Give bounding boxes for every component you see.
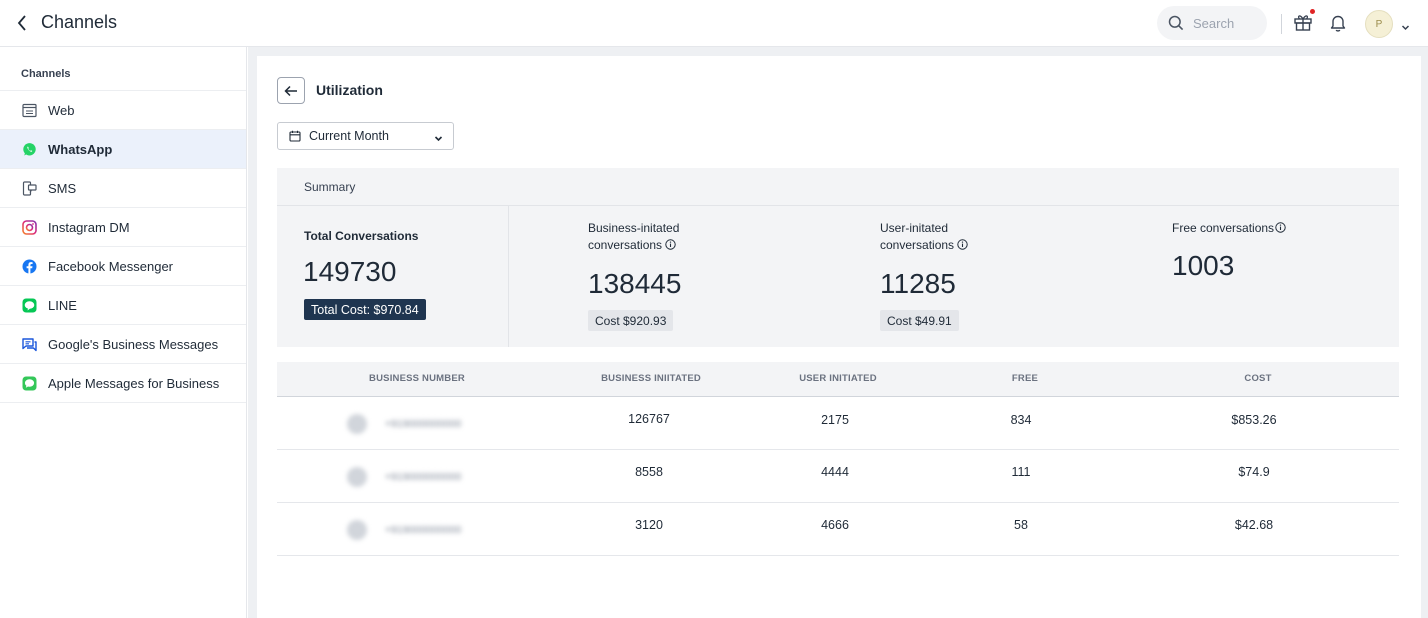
line-icon [22, 298, 37, 313]
sidebar-item-apple-messages[interactable]: Apple Messages for Business [0, 364, 246, 403]
sidebar-item-label: Apple Messages for Business [48, 375, 220, 391]
total-cost-badge: Total Cost: $970.84 [304, 299, 426, 320]
avatar[interactable]: P [1365, 10, 1393, 38]
sidebar-item-label: LINE [48, 297, 77, 313]
chevron-down-icon[interactable] [1401, 19, 1410, 31]
free-cell: 58 [1014, 518, 1028, 532]
summary-card: Summary Total Conversations 149730 Total… [277, 168, 1399, 347]
period-select[interactable]: Current Month [277, 122, 454, 150]
table-row: +919000000000 3120 4666 58 $42.68 [277, 503, 1399, 556]
info-icon[interactable] [1275, 221, 1286, 233]
search-placeholder: Search [1193, 15, 1235, 31]
sidebar-item-label: Instagram DM [48, 219, 130, 235]
column-header-user-initiated[interactable]: USER INITIATED [799, 373, 877, 384]
free-conversations-label: Free conversations [1172, 220, 1286, 237]
sidebar-heading: Channels [21, 68, 71, 80]
free-cell: 111 [1011, 465, 1031, 479]
user-initiated-cost: Cost $49.91 [880, 310, 959, 331]
avatar [347, 520, 367, 540]
sidebar-item-label: Google's Business Messages [48, 336, 219, 352]
sidebar-item-whatsapp[interactable]: WhatsApp [0, 130, 246, 169]
business-initiated-label-line1: Business-initated [588, 221, 680, 235]
cost-cell: $853.26 [1231, 413, 1277, 427]
info-icon[interactable] [957, 238, 968, 250]
column-header-cost[interactable]: COST [1244, 373, 1272, 384]
table-row: +919000000000 8558 4444 111 $74.9 [277, 450, 1399, 503]
user-initiated-label: User-initated conversations [880, 220, 968, 254]
total-conversations-label: Total Conversations [304, 229, 419, 243]
user-initiated-label-line2: conversations [880, 238, 955, 252]
cost-cell: $74.9 [1238, 465, 1270, 479]
apple-messages-icon [22, 376, 37, 391]
user-initiated-label-line1: User-initated [880, 221, 949, 235]
whatsapp-icon [22, 142, 37, 157]
google-business-messages-icon [22, 337, 37, 352]
sms-icon [22, 180, 37, 196]
search-icon [1168, 14, 1186, 32]
search-box[interactable]: Search [1157, 6, 1267, 40]
sidebar-item-google-business-messages[interactable]: Google's Business Messages [0, 325, 246, 364]
user-initiated-cell: 4666 [821, 518, 849, 532]
sidebar-item-label: WhatsApp [48, 141, 113, 157]
cost-cell: $42.68 [1234, 518, 1274, 532]
gift-icon[interactable] [1293, 12, 1313, 32]
sidebar-item-web[interactable]: Web [0, 91, 246, 130]
back-chevron-icon[interactable] [12, 12, 32, 34]
business-initiated-cell: 126767 [628, 412, 670, 426]
avatar [347, 467, 367, 487]
business-number-cell: +919000000000 [347, 464, 497, 490]
business-initiated-cost: Cost $920.93 [588, 310, 674, 331]
column-header-business-initiated[interactable]: BUSINESS INIITATED [601, 373, 701, 384]
sidebar-item-label: Facebook Messenger [48, 258, 174, 274]
table-header: BUSINESS NUMBER BUSINESS INIITATED USER … [277, 362, 1399, 397]
chevron-down-icon [434, 132, 443, 142]
sidebar-item-instagram-dm[interactable]: Instagram DM [0, 208, 246, 247]
period-select-value: Current Month [309, 129, 389, 143]
summary-header: Summary [277, 168, 1399, 206]
sidebar: Channels Web WhatsApp SMS Instagram DM [0, 47, 247, 618]
facebook-icon [22, 259, 37, 274]
column-header-free[interactable]: FREE [1011, 373, 1039, 384]
calendar-icon [289, 130, 301, 142]
free-conversations-value: 1003 [1172, 250, 1235, 281]
user-initiated-cell: 4444 [821, 465, 849, 479]
summary-title: Summary [304, 180, 356, 194]
section-title: Utilization [316, 82, 383, 98]
free-cell: 834 [1010, 413, 1032, 427]
business-number-cell: +919000000000 [347, 517, 497, 543]
arrow-left-icon [284, 85, 297, 96]
business-initiated-label: Business-initated conversations [588, 220, 679, 254]
user-initiated-value: 11285 [880, 268, 956, 299]
sidebar-item-line[interactable]: LINE [0, 286, 246, 325]
back-button[interactable] [277, 77, 305, 104]
business-initiated-value: 138445 [588, 268, 682, 299]
top-bar: Channels Search P [0, 0, 1428, 47]
summary-divider [508, 206, 509, 347]
business-initiated-cell: 3120 [635, 518, 663, 532]
sidebar-item-label: Web [48, 102, 75, 118]
sidebar-item-facebook-messenger[interactable]: Facebook Messenger [0, 247, 246, 286]
instagram-icon [22, 219, 37, 235]
channel-list: Web WhatsApp SMS Instagram DM Facebook M… [0, 90, 246, 403]
total-conversations-value: 149730 [303, 256, 397, 287]
sidebar-item-label: SMS [48, 180, 77, 196]
bell-icon[interactable] [1329, 13, 1347, 33]
header-divider [1281, 14, 1282, 34]
business-initiated-cell: 8558 [635, 465, 663, 479]
free-conversations-label-text: Free conversations [1172, 221, 1275, 235]
notification-dot [1310, 9, 1315, 14]
info-icon[interactable] [665, 238, 676, 250]
table-row: +919000000000 126767 2175 834 $853.26 [277, 397, 1399, 450]
user-initiated-cell: 2175 [821, 413, 849, 427]
business-number-cell: +919000000000 [347, 411, 497, 437]
sidebar-item-sms[interactable]: SMS [0, 169, 246, 208]
page-title: Channels [41, 12, 118, 32]
column-header-business-number[interactable]: BUSINESS NUMBER [369, 373, 465, 384]
web-window-icon [22, 103, 37, 118]
business-initiated-label-line2: conversations [588, 238, 663, 252]
avatar [347, 414, 367, 434]
